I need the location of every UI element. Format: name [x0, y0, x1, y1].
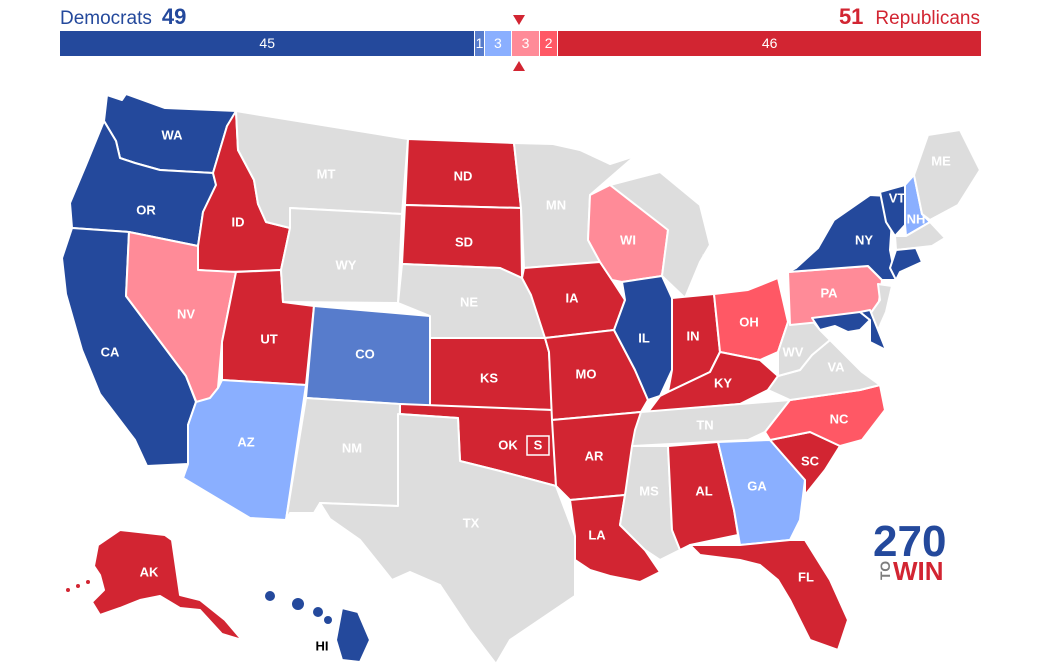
republicans-label: Republicans: [875, 8, 980, 29]
state-label-or: OR: [136, 202, 156, 217]
state-vt[interactable]: [879, 184, 906, 237]
state-label-nv: NV: [177, 306, 195, 321]
state-az[interactable]: [182, 379, 307, 521]
republicans-header: 51 Republicans: [839, 4, 980, 30]
state-label-va: VA: [827, 359, 845, 374]
state-label-al: AL: [695, 483, 712, 498]
logo-win: WIN: [893, 556, 944, 586]
state-label-wi: WI: [620, 232, 636, 247]
state-label-ms: MS: [639, 483, 659, 498]
state-mi[interactable]: [609, 171, 711, 299]
state-mt[interactable]: [235, 110, 409, 229]
state-fl[interactable]: [689, 539, 849, 651]
state-label-wy: WY: [336, 257, 357, 272]
bar-segment-rep-likely: 2: [538, 31, 558, 56]
state-label-in: IN: [687, 328, 700, 343]
state-tn[interactable]: [631, 399, 791, 447]
majority-marker-top: [513, 15, 525, 25]
state-label-co: CO: [355, 346, 375, 361]
state-label-pa: PA: [820, 285, 838, 300]
state-label-oh: OH: [739, 314, 759, 329]
special-election-badge[interactable]: S: [526, 435, 550, 456]
state-ct[interactable]: [889, 247, 923, 281]
hawaii-island-3: [313, 607, 323, 617]
state-label-nc: NC: [830, 411, 849, 426]
state-label-ia: IA: [566, 290, 580, 305]
hawaii-island-4: [324, 616, 332, 624]
state-label-sc: SC: [801, 453, 820, 468]
state-label-mn: MN: [546, 197, 566, 212]
state-label-nh: NH: [907, 211, 926, 226]
state-label-wv: WV: [783, 344, 804, 359]
state-il[interactable]: [613, 275, 673, 401]
bar-segment-rep-safe: 46: [557, 31, 981, 56]
state-tx[interactable]: [319, 413, 576, 665]
democrats-total: 49: [161, 4, 187, 29]
state-label-ok: OK: [498, 437, 518, 452]
state-label-tn: TN: [696, 417, 713, 432]
hawaii-island-1: [265, 591, 275, 601]
state-de[interactable]: [859, 309, 887, 351]
majority-marker-bottom: [513, 61, 525, 71]
alaska-island-2: [76, 584, 80, 588]
bar-segment-dem-safe: 45: [60, 31, 475, 56]
special-election-label: S: [534, 437, 543, 452]
state-label-ne: NE: [460, 294, 478, 309]
state-label-wa: WA: [162, 127, 184, 142]
state-label-ak: AK: [140, 564, 159, 579]
270towin-logo: 270 TO WIN: [873, 517, 946, 586]
state-label-nm: NM: [342, 440, 362, 455]
republicans-total: 51: [838, 4, 864, 29]
state-label-ut: UT: [260, 331, 277, 346]
state-label-ks: KS: [480, 370, 498, 385]
state-ak[interactable]: [91, 529, 243, 641]
state-label-mo: MO: [576, 366, 597, 381]
seat-balance-bar: 45 1 3 3 2 46: [60, 31, 981, 56]
state-label-fl: FL: [798, 569, 814, 584]
alaska-island-1: [66, 588, 70, 592]
alaska-island-3: [86, 580, 90, 584]
state-label-ny: NY: [855, 232, 873, 247]
state-label-sd: SD: [455, 234, 473, 249]
bar-segment-dem-leaning: 3: [483, 31, 512, 56]
logo-to: TO: [877, 561, 893, 580]
state-label-tx: TX: [463, 515, 480, 530]
state-label-hi: HI: [316, 638, 329, 653]
state-me[interactable]: [913, 129, 981, 221]
state-label-nd: ND: [454, 168, 473, 183]
logo-270: 270: [873, 517, 946, 566]
democrats-header: Democrats 49: [60, 4, 186, 30]
hawaii-island-2: [292, 598, 304, 610]
state-ny[interactable]: [787, 194, 897, 281]
bar-segment-dem-likely: 1: [474, 31, 484, 56]
state-hi[interactable]: [335, 607, 371, 663]
state-label-ky: KY: [714, 375, 732, 390]
state-label-id: ID: [232, 214, 245, 229]
state-label-mi: MI: [702, 251, 716, 266]
state-label-il: IL: [638, 330, 650, 345]
bar-segment-rep-leaning: 3: [511, 31, 539, 56]
state-label-mt: MT: [317, 166, 336, 181]
state-label-ar: AR: [585, 448, 604, 463]
state-label-me: ME: [931, 153, 951, 168]
state-label-az: AZ: [237, 434, 254, 449]
state-nm[interactable]: [285, 397, 401, 521]
state-label-ca: CA: [101, 344, 120, 359]
democrats-label: Democrats: [60, 8, 152, 29]
state-label-ga: GA: [747, 478, 767, 493]
state-label-la: LA: [588, 527, 606, 542]
state-wy[interactable]: [280, 207, 403, 304]
state-label-vt: VT: [889, 190, 906, 205]
